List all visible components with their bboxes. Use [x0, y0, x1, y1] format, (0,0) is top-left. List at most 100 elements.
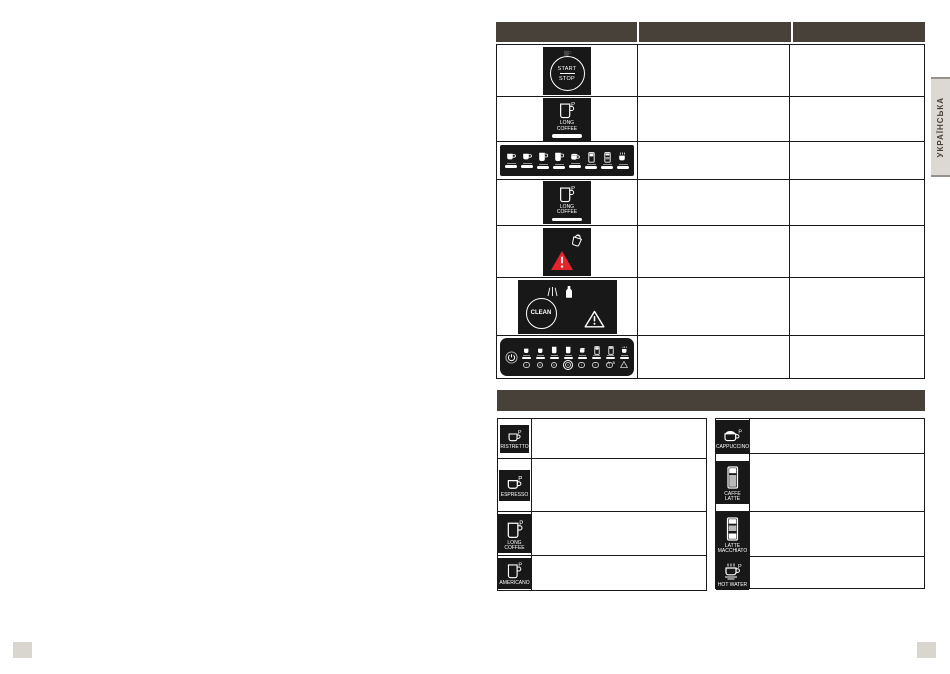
mini-espresso-icon [521, 153, 533, 169]
cappuccino-cup-icon: P CAPPUCCINO [716, 419, 749, 453]
drinks-table-right: P CAPPUCCINO CAFFE LATTE LATTE MACCHIATO [715, 418, 925, 590]
panel-buttons-row [522, 359, 629, 371]
start-label: START [557, 65, 577, 72]
display-cell: START STOP [497, 45, 638, 96]
mini-hot-water-icon [620, 346, 629, 359]
panel-button-icon [592, 361, 599, 368]
table-row: START STOP [497, 45, 924, 97]
drink-row: P AMERICANO [498, 556, 706, 590]
control-panel-tile: A B [500, 338, 634, 376]
tile-caption: LONG COFFEE [556, 203, 578, 216]
mini-long-coffee-icon [550, 346, 559, 359]
column2-cell [638, 278, 790, 335]
americano-mug-icon: P AMERICANO [498, 557, 531, 589]
display-cell: P LONG COFFEE [497, 97, 638, 141]
drink-text-cell [750, 512, 924, 556]
drink-row: P HOT WATER [716, 555, 924, 590]
caution-triangle-icon [584, 310, 605, 328]
svg-text:P: P [738, 564, 742, 570]
mini-caffe-latte-icon [585, 151, 597, 170]
mini-latte-macchiato-icon [601, 151, 613, 170]
drink-row: LATTE MACCHIATO [716, 511, 924, 557]
drink-icon-cell: P HOT WATER [716, 555, 750, 590]
column3-cell [790, 336, 924, 378]
cup-ghost-icon [563, 50, 572, 58]
svg-text:P: P [519, 520, 523, 527]
table-header-row [496, 22, 925, 42]
display-status-table: START STOP P LONG COFFEE [496, 22, 925, 379]
stop-label: STOP [558, 75, 576, 82]
milk-bottle-icon [565, 285, 573, 298]
steam-spray-icon [546, 285, 559, 298]
svg-text:P: P [518, 430, 522, 436]
panel-warning-icon [619, 361, 628, 369]
header-col2 [639, 22, 791, 42]
progress-bar [552, 217, 582, 222]
hot-water-cup-icon: P HOT WATER [716, 555, 749, 590]
drinks-table-left: P RISTRETTO P ESPRESSO P LONG COFFEE [497, 418, 707, 591]
mini-ristretto-icon [522, 348, 531, 359]
column3-cell [790, 142, 924, 179]
page-number-box-right [917, 642, 936, 658]
mini-americano-icon [553, 152, 565, 170]
drink-icon-cell: LATTE MACCHIATO [716, 511, 750, 557]
water-tank-warning-tile [543, 227, 591, 276]
drink-icon-cell: P CAPPUCCINO [716, 419, 750, 453]
panel-button-icon [578, 361, 585, 368]
mini-espresso-icon [536, 348, 545, 359]
panel-button-icon [550, 361, 558, 368]
mini-cappuccino-icon [578, 347, 587, 359]
water-tank-icon [569, 232, 584, 247]
ristretto-cup-icon: P RISTRETTO [500, 424, 529, 453]
tall-mug-icon: P [557, 184, 577, 204]
drink-row: P CAPPUCCINO [716, 419, 924, 454]
drink-row: CAFFE LATTE [716, 454, 924, 512]
caffe-latte-glass-icon: CAFFE LATTE [716, 461, 749, 504]
clean-button-icon: CLEAN [525, 297, 557, 329]
table-row: P LONG COFFEE [497, 97, 924, 142]
espresso-cup-icon: P ESPRESSO [499, 469, 530, 501]
mini-latte-macchiato-icon [606, 345, 615, 359]
column3-cell [790, 226, 924, 277]
start-stop-button-icon: START STOP [549, 56, 585, 91]
mini-americano-icon [564, 346, 573, 359]
tile-caption: LONG COFFEE [556, 120, 578, 132]
column3-cell [790, 278, 924, 335]
drink-text-cell [532, 459, 706, 511]
column3-cell [790, 97, 924, 141]
column2-cell [638, 180, 790, 225]
mini-cappuccino-icon [569, 153, 581, 169]
column2-cell [638, 336, 790, 378]
panel-drink-icons-row [522, 345, 629, 359]
panel-controls: A B [522, 345, 629, 371]
panel-button-selected-icon [562, 359, 574, 371]
drink-icon-cell: P RISTRETTO [498, 419, 532, 458]
long-coffee-mug-icon: P LONG COFFEE [498, 514, 531, 553]
drink-text-cell [532, 556, 706, 590]
clean-warning-tile: CLEAN [517, 279, 617, 334]
start-stop-display-tile: START STOP [543, 46, 591, 95]
column2-cell [638, 142, 790, 179]
drink-text-cell [532, 512, 706, 555]
table-body: START STOP P LONG COFFEE [496, 44, 925, 379]
table-row: A B [497, 336, 924, 378]
drink-row: P LONG COFFEE [498, 512, 706, 556]
drinks-menu-strip-tile [500, 145, 634, 176]
mini-ristretto-icon [505, 153, 517, 169]
drink-row: P RISTRETTO [498, 419, 706, 459]
svg-text:P: P [571, 102, 575, 108]
display-cell [497, 226, 638, 277]
section-header-bar [497, 390, 925, 411]
svg-text:P: P [571, 186, 575, 192]
drink-icon-cell: P LONG COFFEE [498, 512, 532, 555]
svg-text:P: P [518, 563, 522, 569]
panel-button-icon [523, 361, 530, 368]
display-cell: A B [497, 336, 638, 378]
column2-cell [638, 97, 790, 141]
progress-bar [552, 134, 582, 138]
power-button-icon [505, 350, 518, 364]
drink-icon-cell: CAFFE LATTE [716, 454, 750, 511]
display-cell [497, 142, 638, 179]
header-col3 [793, 22, 925, 42]
